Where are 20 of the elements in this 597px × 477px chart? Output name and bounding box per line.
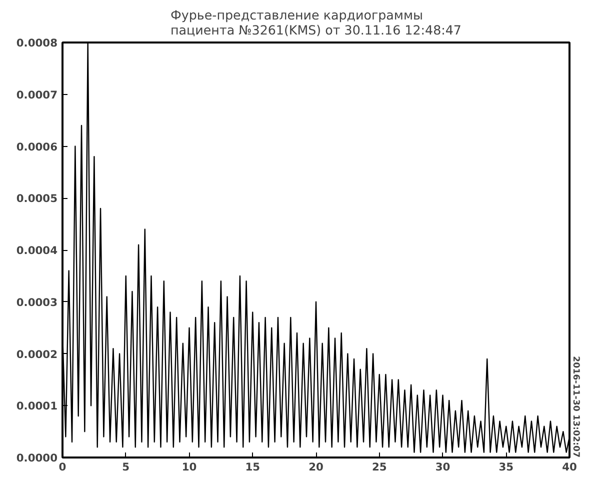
y-tick-label: 0.0004 (16, 244, 58, 257)
y-tick-label: 0.0007 (16, 88, 58, 102)
x-tick-label: 15 (245, 460, 260, 474)
y-tick-label: 0.0005 (16, 192, 58, 206)
y-tick-label: 0.0003 (16, 296, 58, 309)
x-tick-label: 10 (182, 460, 197, 474)
y-tick-label: 0.0006 (16, 140, 58, 154)
x-tick-label: 0 (58, 460, 66, 474)
y-tick-label: 0.0001 (16, 400, 58, 413)
x-tick-label: 35 (498, 460, 514, 474)
y-tick-label: 0.0002 (16, 348, 58, 361)
x-tick-label: 40 (562, 460, 577, 474)
x-tick-label: 20 (308, 460, 324, 474)
chart-title: Фурье-представление кардиограммы пациента №3261(KMS) от 30.11.16 12:48:47 (170, 8, 462, 38)
x-tick-label: 5 (122, 460, 130, 474)
x-tick-label: 30 (435, 460, 450, 474)
x-tick-label: 25 (372, 460, 387, 474)
y-tick-label: 0.0008 (16, 36, 58, 50)
y-tick-label: 0.0000 (16, 452, 58, 464)
text: 2016-11-30 13:02:07 (570, 356, 580, 458)
